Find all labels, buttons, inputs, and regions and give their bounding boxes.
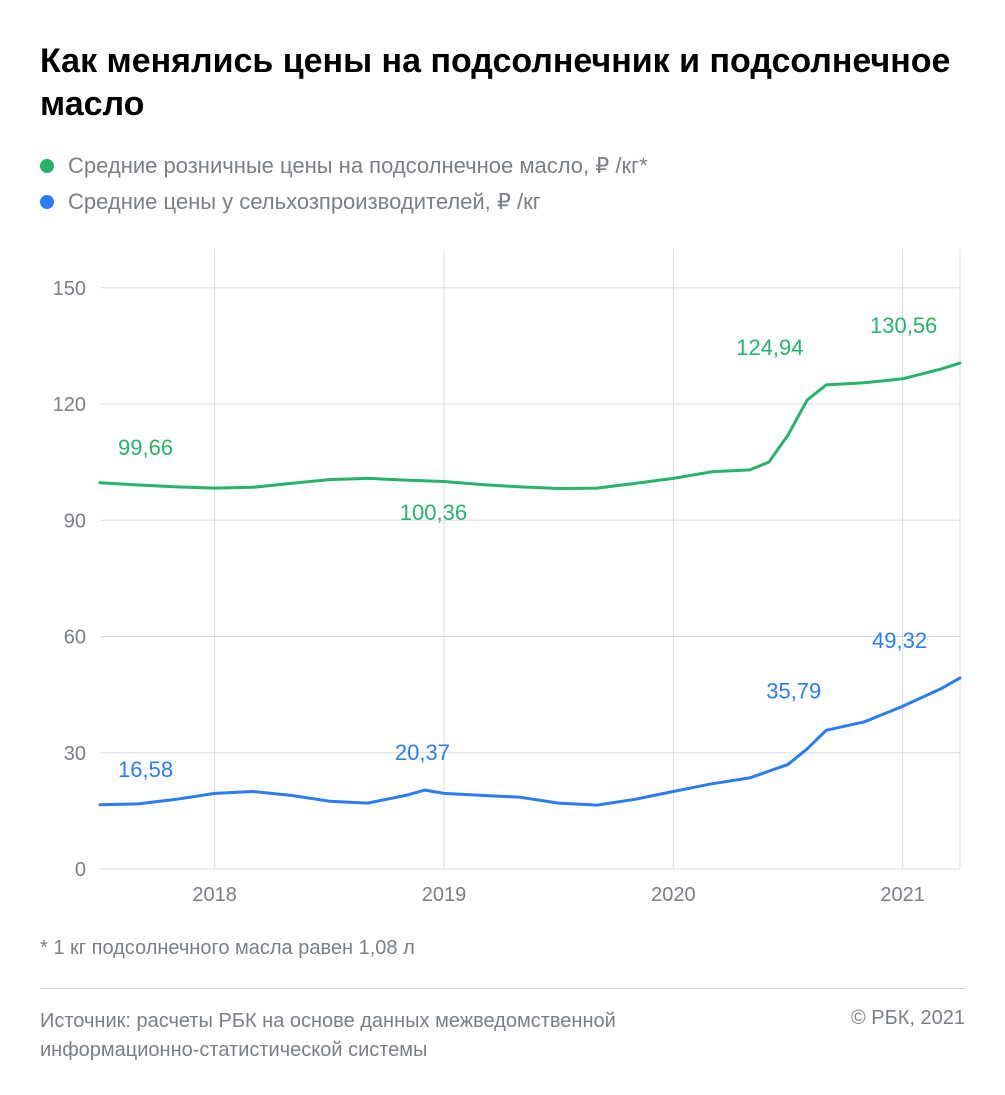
footer: Источник: расчеты РБК на основе данных м… <box>40 1007 965 1065</box>
svg-text:20,37: 20,37 <box>395 740 450 765</box>
svg-text:35,79: 35,79 <box>766 678 821 703</box>
divider <box>40 988 965 989</box>
legend-item-series1: Средние розничные цены на подсолнечное м… <box>40 153 965 179</box>
svg-text:16,58: 16,58 <box>118 757 173 782</box>
svg-text:120: 120 <box>53 394 86 416</box>
chart-svg: 0 30 60 90 120 150 2018 2019 2020 2021 99,66 100,36… <box>40 239 965 919</box>
svg-text:2018: 2018 <box>192 884 237 906</box>
svg-text:100,36: 100,36 <box>400 500 467 525</box>
svg-text:60: 60 <box>64 627 86 649</box>
legend-label-series2: Средние цены у сельхозпроизводителей, ₽ … <box>68 189 541 215</box>
footnote: * 1 кг подсолнечного масла равен 1,08 л <box>40 937 965 960</box>
svg-text:49,32: 49,32 <box>872 628 927 653</box>
svg-text:90: 90 <box>64 510 86 532</box>
svg-text:0: 0 <box>75 859 86 881</box>
svg-text:2019: 2019 <box>422 884 467 906</box>
chart-title: Как менялись цены на подсолнечник и подс… <box>40 40 965 125</box>
svg-text:2021: 2021 <box>880 884 925 906</box>
source-text: Источник: расчеты РБК на основе данных м… <box>40 1007 720 1065</box>
svg-text:2020: 2020 <box>651 884 696 906</box>
legend-dot-series2 <box>40 195 54 209</box>
svg-text:99,66: 99,66 <box>118 435 173 460</box>
legend-label-series1: Средние розничные цены на подсолнечное м… <box>68 153 648 179</box>
chart-area: 0 30 60 90 120 150 2018 2019 2020 2021 99,66 100,36… <box>40 239 965 919</box>
legend: Средние розничные цены на подсолнечное м… <box>40 153 965 215</box>
legend-item-series2: Средние цены у сельхозпроизводителей, ₽ … <box>40 189 965 215</box>
svg-text:150: 150 <box>53 278 86 300</box>
copyright-text: © РБК, 2021 <box>851 1007 965 1030</box>
svg-text:124,94: 124,94 <box>736 335 803 360</box>
svg-text:130,56: 130,56 <box>870 313 937 338</box>
svg-text:30: 30 <box>64 743 86 765</box>
legend-dot-series1 <box>40 159 54 173</box>
